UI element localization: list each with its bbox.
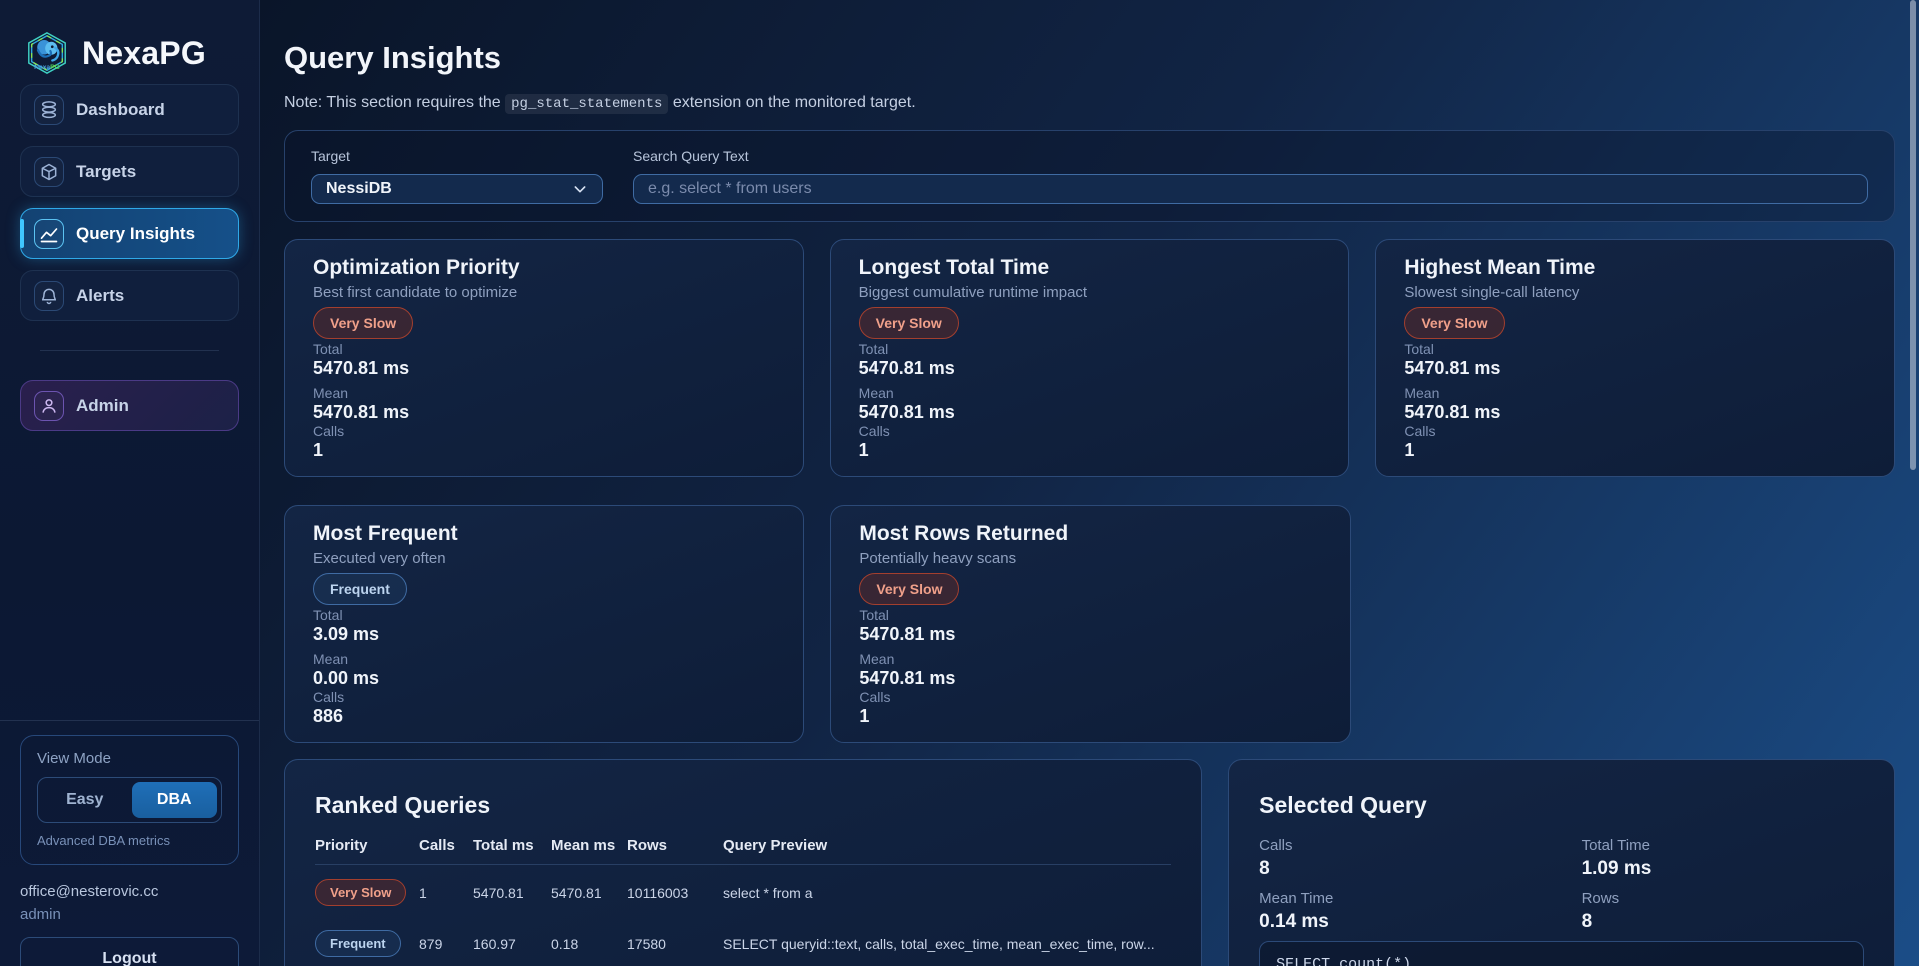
svg-text:NexaPG: NexaPG	[34, 64, 60, 71]
